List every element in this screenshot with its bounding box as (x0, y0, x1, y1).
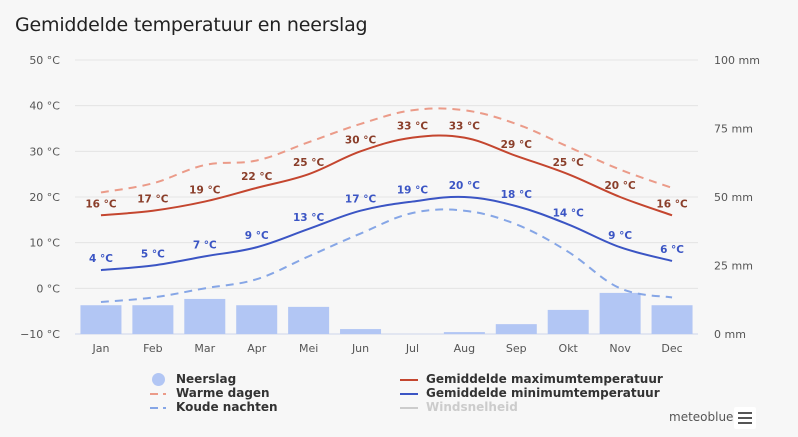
data-label: 19 °C (397, 185, 429, 197)
legend-item-koude-nachten[interactable]: Koude nachten (150, 400, 278, 415)
data-label: 33 °C (397, 121, 429, 133)
x-tick-label: Sep (506, 342, 527, 355)
precipitation-bar (80, 305, 122, 334)
data-label: 20 °C (449, 180, 481, 192)
y-tick-label-left: 20 °C (29, 191, 60, 204)
data-label: 14 °C (553, 207, 585, 219)
x-tick-label: Jun (351, 342, 369, 355)
legend-label: Warme dagen (176, 386, 270, 400)
data-label: 20 °C (605, 180, 637, 192)
data-label: 18 °C (501, 189, 533, 201)
precipitation-bar (132, 305, 174, 334)
y-tick-label-right: 25 mm (714, 260, 753, 273)
y-tick-label-left: 40 °C (29, 100, 60, 113)
precipitation-bar (651, 305, 693, 334)
data-label: 6 °C (660, 244, 684, 256)
x-tick-label: Mei (299, 342, 318, 355)
data-label: 16 °C (656, 198, 688, 210)
menu-bar (738, 422, 752, 424)
precipitation-bar (599, 292, 641, 334)
data-label: 29 °C (501, 139, 533, 151)
x-tick-label: Jul (405, 342, 419, 355)
data-label: 7 °C (193, 239, 217, 251)
y-axis-left: 50 °C 40 °C 30 °C 20 °C 10 °C 0 °C −10 °C (20, 54, 60, 341)
y-tick-label-left: 10 °C (29, 237, 60, 250)
max-temp-line (100, 134, 673, 217)
x-axis: Jan Feb Mar Apr Mei Jun Jul Aug Sep Okt Nov Dec (91, 342, 682, 355)
series-lines (100, 107, 673, 304)
grid-lines (75, 59, 698, 335)
data-label: 30 °C (345, 134, 377, 146)
precipitation-bar (547, 309, 589, 334)
y-tick-label-right: 100 mm (714, 54, 760, 67)
menu-bar (738, 412, 752, 414)
legend-item-max-temp[interactable]: Gemiddelde maximumtemperatuur (400, 372, 663, 387)
data-label: 19 °C (189, 185, 221, 197)
precipitation-bar (184, 298, 226, 334)
x-tick-label: Mar (194, 342, 215, 355)
y-tick-label-right: 50 mm (714, 191, 753, 204)
warm-days-line (100, 107, 673, 194)
precipitation-bar (236, 305, 278, 334)
menu-bar (738, 417, 752, 419)
precipitation-bar (443, 332, 485, 334)
legend-line-icon (400, 400, 420, 415)
min-temp-line (100, 195, 673, 272)
cold-nights-line (100, 208, 673, 304)
x-tick-label: Dec (661, 342, 682, 355)
legend-item-warme-dagen[interactable]: Warme dagen (150, 386, 270, 401)
data-label: 5 °C (141, 249, 165, 261)
x-tick-label: Apr (247, 342, 267, 355)
legend-label: Koude nachten (176, 400, 278, 414)
x-tick-label: Nov (609, 342, 631, 355)
legend-label: Neerslag (176, 372, 237, 386)
precipitation-bar (288, 306, 330, 334)
data-label: 22 °C (241, 171, 273, 183)
legend-label: Windsnelheid (426, 400, 518, 414)
data-label: 16 °C (85, 198, 117, 210)
chart-title: Gemiddelde temperatuur en neerslag (15, 14, 368, 36)
x-tick-label: Okt (559, 342, 579, 355)
x-tick-label: Jan (91, 342, 109, 355)
legend-dash-icon (150, 386, 170, 401)
legend-item-windsnelheid[interactable]: Windsnelheid (400, 400, 518, 415)
y-axis-right: 100 mm 75 mm 50 mm 25 mm 0 mm (714, 54, 760, 341)
x-tick-label: Feb (143, 342, 162, 355)
data-label: 9 °C (608, 230, 632, 242)
data-label: 4 °C (89, 253, 113, 265)
legend-dot-icon (150, 372, 170, 387)
precipitation-bar (495, 324, 537, 334)
y-tick-label-right: 75 mm (714, 123, 753, 136)
data-label: 9 °C (245, 230, 269, 242)
y-tick-label-left: 50 °C (29, 54, 60, 67)
legend-line-icon (400, 372, 420, 387)
data-label: 17 °C (137, 194, 169, 206)
data-label: 17 °C (345, 194, 377, 206)
precipitation-bar (340, 329, 382, 334)
data-label: 25 °C (553, 157, 585, 169)
legend-line-icon (400, 386, 420, 401)
y-tick-label-left: −10 °C (20, 328, 60, 341)
y-tick-label-left: 0 °C (36, 282, 60, 295)
legend-label: Gemiddelde minimumtemperatuur (426, 386, 660, 400)
y-tick-label-right: 0 mm (714, 328, 746, 341)
precipitation-bars (80, 292, 693, 334)
legend-item-neerslag[interactable]: Neerslag (150, 372, 236, 387)
hamburger-menu-icon[interactable] (734, 407, 756, 429)
y-tick-label-left: 30 °C (29, 145, 60, 158)
data-label: 13 °C (293, 212, 325, 224)
data-label: 25 °C (293, 157, 325, 169)
data-labels: 16 °C 17 °C 19 °C 22 °C 25 °C 30 °C 33 °C 33 °C… (85, 121, 688, 265)
meteoblue-credit[interactable]: meteoblue (669, 410, 734, 424)
data-label: 33 °C (449, 121, 481, 133)
legend-label: Gemiddelde maximumtemperatuur (426, 372, 663, 386)
legend-dash-icon (150, 400, 170, 415)
x-tick-label: Aug (454, 342, 475, 355)
legend-item-min-temp[interactable]: Gemiddelde minimumtemperatuur (400, 386, 660, 401)
